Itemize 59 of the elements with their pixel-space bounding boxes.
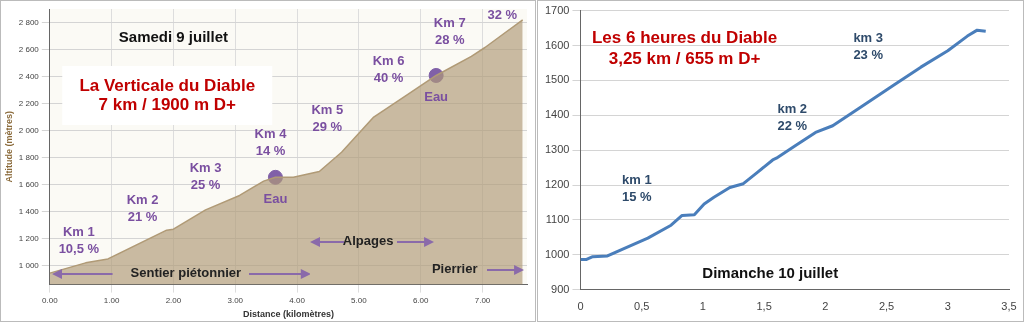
x-tick-label: 2,5: [878, 300, 895, 313]
annotation: Km 5 29 %: [311, 101, 344, 134]
y-tick-label: 1 800: [18, 152, 40, 162]
y-tick-label: 1 400: [18, 206, 40, 216]
text: 3,25 km / 655 m D+: [608, 49, 761, 69]
annotation: Pierrier: [431, 260, 478, 276]
y-tick-label: 1 200: [18, 233, 40, 243]
annotation: Eau: [424, 89, 449, 105]
x-tick-label: 2: [822, 300, 829, 313]
annotation: Km 1 10,5 %: [58, 223, 100, 256]
y-tick-label: 1300: [544, 143, 570, 156]
y-tick-label: 2 600: [18, 44, 40, 54]
annotation: Km 4 14 %: [254, 125, 288, 158]
x-tick-label: 3: [944, 300, 951, 313]
annotation: km 2 22 %: [777, 101, 808, 134]
annotation: km 3 23 %: [853, 29, 884, 62]
x-tick-label: 0: [577, 300, 584, 313]
y-tick-label: 2 800: [18, 17, 40, 27]
y-tick-label: 1000: [544, 247, 570, 260]
y-tick-label: 1500: [544, 73, 570, 86]
x-axis-title: Distance (kilomètres): [242, 309, 334, 320]
y-tick-label: 1100: [545, 213, 570, 226]
y-tick-label: 1700: [544, 3, 570, 16]
y-axis-title: Altitude (mètres): [3, 111, 14, 183]
x-tick-label: 1: [699, 300, 706, 313]
y-tick-label: 1 000: [18, 260, 40, 270]
text: La Verticale du Diable: [79, 75, 256, 95]
x-tick-label: 2.00: [165, 295, 182, 305]
x-tick-label: 3.00: [227, 295, 244, 305]
y-tick-label: 1200: [544, 178, 570, 191]
annotation: Km 7 28 %: [433, 15, 466, 48]
y-tick-label: 2 400: [18, 71, 40, 81]
x-tick-label: 5.00: [351, 295, 368, 305]
annotation: Km 6 40 %: [372, 52, 405, 85]
x-tick-label: 1,5: [756, 300, 772, 313]
x-tick-label: 7.00: [474, 295, 491, 305]
annotation: Km 3 25 %: [189, 160, 222, 193]
y-tick-label: 2 200: [18, 98, 40, 108]
annotation: Samedi 9 juillet: [118, 27, 229, 45]
y-tick-label: 2 000: [18, 125, 40, 135]
y-tick-label: 1 600: [18, 179, 40, 189]
annotation: Eau: [263, 190, 288, 206]
y-tick-label: 1600: [544, 38, 570, 51]
text: 7 km / 1900 m D+: [98, 94, 237, 114]
x-tick-label: 1.00: [103, 295, 120, 305]
y-tick-label: 900: [551, 282, 570, 295]
x-tick-label: 0,5: [634, 300, 650, 313]
x-tick-label: 3,5: [1001, 300, 1017, 313]
annotation: km 1 15 %: [621, 172, 653, 205]
annotation: Alpages: [342, 232, 394, 248]
x-tick-label: 6.00: [412, 295, 430, 305]
x-tick-label: 0.00: [42, 295, 59, 305]
annotation: 32 %: [487, 7, 518, 23]
annotation: Km 2 21 %: [126, 192, 159, 225]
text: Les 6 heures du Diable: [591, 27, 778, 47]
y-tick-label: 1400: [544, 108, 570, 121]
annotation: Sentier piétonnier: [130, 264, 242, 280]
annotation: Dimanche 10 juillet: [702, 264, 839, 282]
x-tick-label: 4.00: [289, 295, 306, 305]
